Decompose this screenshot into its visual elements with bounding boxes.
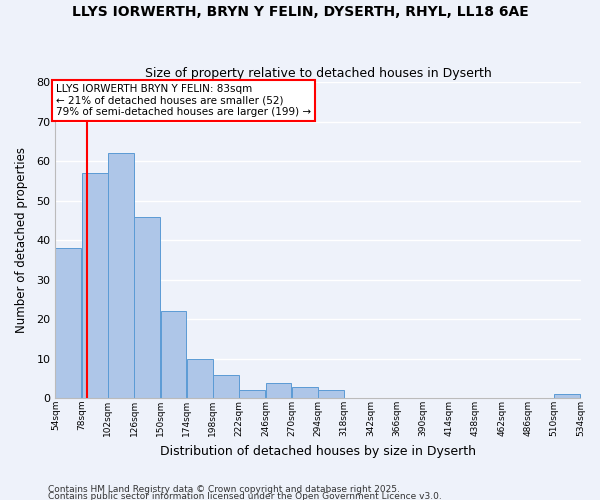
Bar	[108, 153, 134, 398]
Bar	[82, 173, 107, 398]
Text: Contains public sector information licensed under the Open Government Licence v3: Contains public sector information licen…	[48, 492, 442, 500]
Bar	[292, 386, 318, 398]
Text: LLYS IORWERTH, BRYN Y FELIN, DYSERTH, RHYL, LL18 6AE: LLYS IORWERTH, BRYN Y FELIN, DYSERTH, RH…	[71, 5, 529, 19]
Title: Size of property relative to detached houses in Dyserth: Size of property relative to detached ho…	[145, 66, 491, 80]
Bar	[55, 248, 82, 398]
Bar	[213, 374, 239, 398]
Text: Contains HM Land Registry data © Crown copyright and database right 2025.: Contains HM Land Registry data © Crown c…	[48, 486, 400, 494]
X-axis label: Distribution of detached houses by size in Dyserth: Distribution of detached houses by size …	[160, 444, 476, 458]
Bar	[134, 216, 160, 398]
Bar	[554, 394, 580, 398]
Bar	[187, 359, 213, 399]
Text: LLYS IORWERTH BRYN Y FELIN: 83sqm
← 21% of detached houses are smaller (52)
79% : LLYS IORWERTH BRYN Y FELIN: 83sqm ← 21% …	[56, 84, 311, 117]
Bar	[318, 390, 344, 398]
Y-axis label: Number of detached properties: Number of detached properties	[15, 147, 28, 333]
Bar	[266, 382, 292, 398]
Bar	[239, 390, 265, 398]
Bar	[161, 312, 187, 398]
